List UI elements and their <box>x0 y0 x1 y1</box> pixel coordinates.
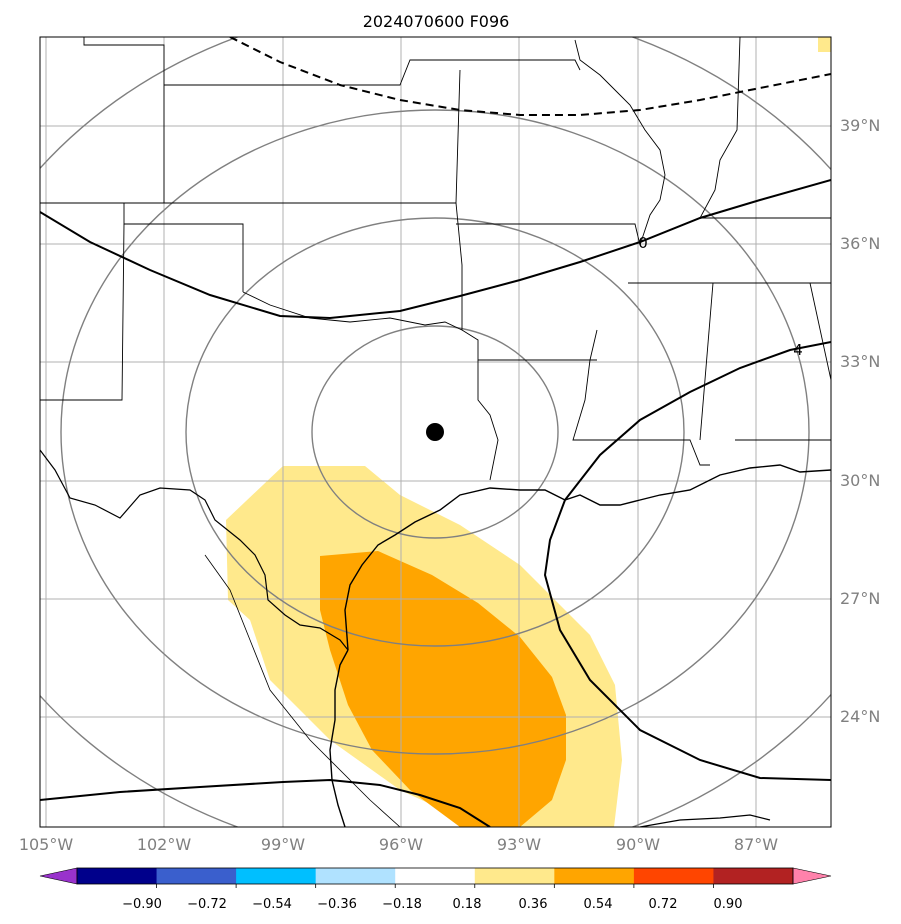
colorbar-tick-label: −0.90 <box>122 897 162 912</box>
international-border <box>40 449 349 651</box>
coastline <box>329 464 831 827</box>
colorbar-extend-high <box>792 867 832 885</box>
range-rings <box>40 37 831 827</box>
dashed-contour <box>229 37 831 116</box>
anomaly-fill-medium <box>320 551 566 827</box>
colorbar-segment <box>236 868 317 884</box>
lat-label: 39°N <box>840 116 880 135</box>
mexico-inner-border <box>204 554 401 827</box>
contour-lines <box>40 179 831 827</box>
contour-label-0: 0 <box>638 234 648 252</box>
lat-labels: 39°N 36°N 33°N 30°N 27°N 24°N <box>840 116 880 726</box>
colorbar-segment <box>156 868 237 884</box>
colorbar-tick-label: −0.72 <box>187 897 227 912</box>
lon-label: 96°W <box>379 835 423 854</box>
state-borders <box>40 37 831 481</box>
lon-label: 102°W <box>137 835 192 854</box>
map-area: 0 4 <box>40 37 831 827</box>
colorbar-tick-label: −0.18 <box>382 897 422 912</box>
lon-label: 105°W <box>19 835 74 854</box>
map-frame <box>39 36 832 828</box>
colorbar-tick-label: 0.36 <box>519 897 548 912</box>
colorbar-segment <box>713 868 794 884</box>
lat-label: 30°N <box>840 471 880 490</box>
storm-center-dot <box>426 423 444 441</box>
colorbar-tick-label: 0.90 <box>714 897 743 912</box>
contour-label-4: 4 <box>793 341 803 359</box>
corner-fill-patch <box>818 37 831 52</box>
florida-coast <box>639 814 771 827</box>
lat-label: 27°N <box>840 589 880 608</box>
colorbar-extend-low <box>39 867 78 885</box>
lon-label: 99°W <box>261 835 305 854</box>
lon-label: 87°W <box>734 835 778 854</box>
lon-label: 90°W <box>616 835 660 854</box>
colorbar-tick-label: 0.18 <box>453 897 482 912</box>
colorbar-segment <box>554 868 635 884</box>
colorbar-ticks: −0.90 −0.72 −0.54 −0.36 −0.18 0.18 0.36 … <box>122 897 742 912</box>
colorbar-segment <box>395 868 476 884</box>
lat-label: 36°N <box>840 234 880 253</box>
lon-labels: 105°W 102°W 99°W 96°W 93°W 90°W 87°W <box>19 835 778 854</box>
colorbar-tick-label: −0.36 <box>317 897 357 912</box>
lon-label: 93°W <box>497 835 541 854</box>
colorbar-frame <box>76 867 794 885</box>
colorbar-segment <box>633 868 714 884</box>
colorbar-segment <box>315 868 396 884</box>
colorbar-segment <box>77 868 158 884</box>
colorbar-tick-label: −0.54 <box>252 897 292 912</box>
colorbar-segment <box>474 868 555 884</box>
lat-label: 33°N <box>840 352 880 371</box>
colorbar <box>39 867 832 888</box>
colorbar-tick-label: 0.72 <box>649 897 678 912</box>
chart-title: 2024070600 F096 <box>363 12 510 31</box>
lat-label: 24°N <box>840 707 880 726</box>
colorbar-tick-label: 0.54 <box>584 897 613 912</box>
